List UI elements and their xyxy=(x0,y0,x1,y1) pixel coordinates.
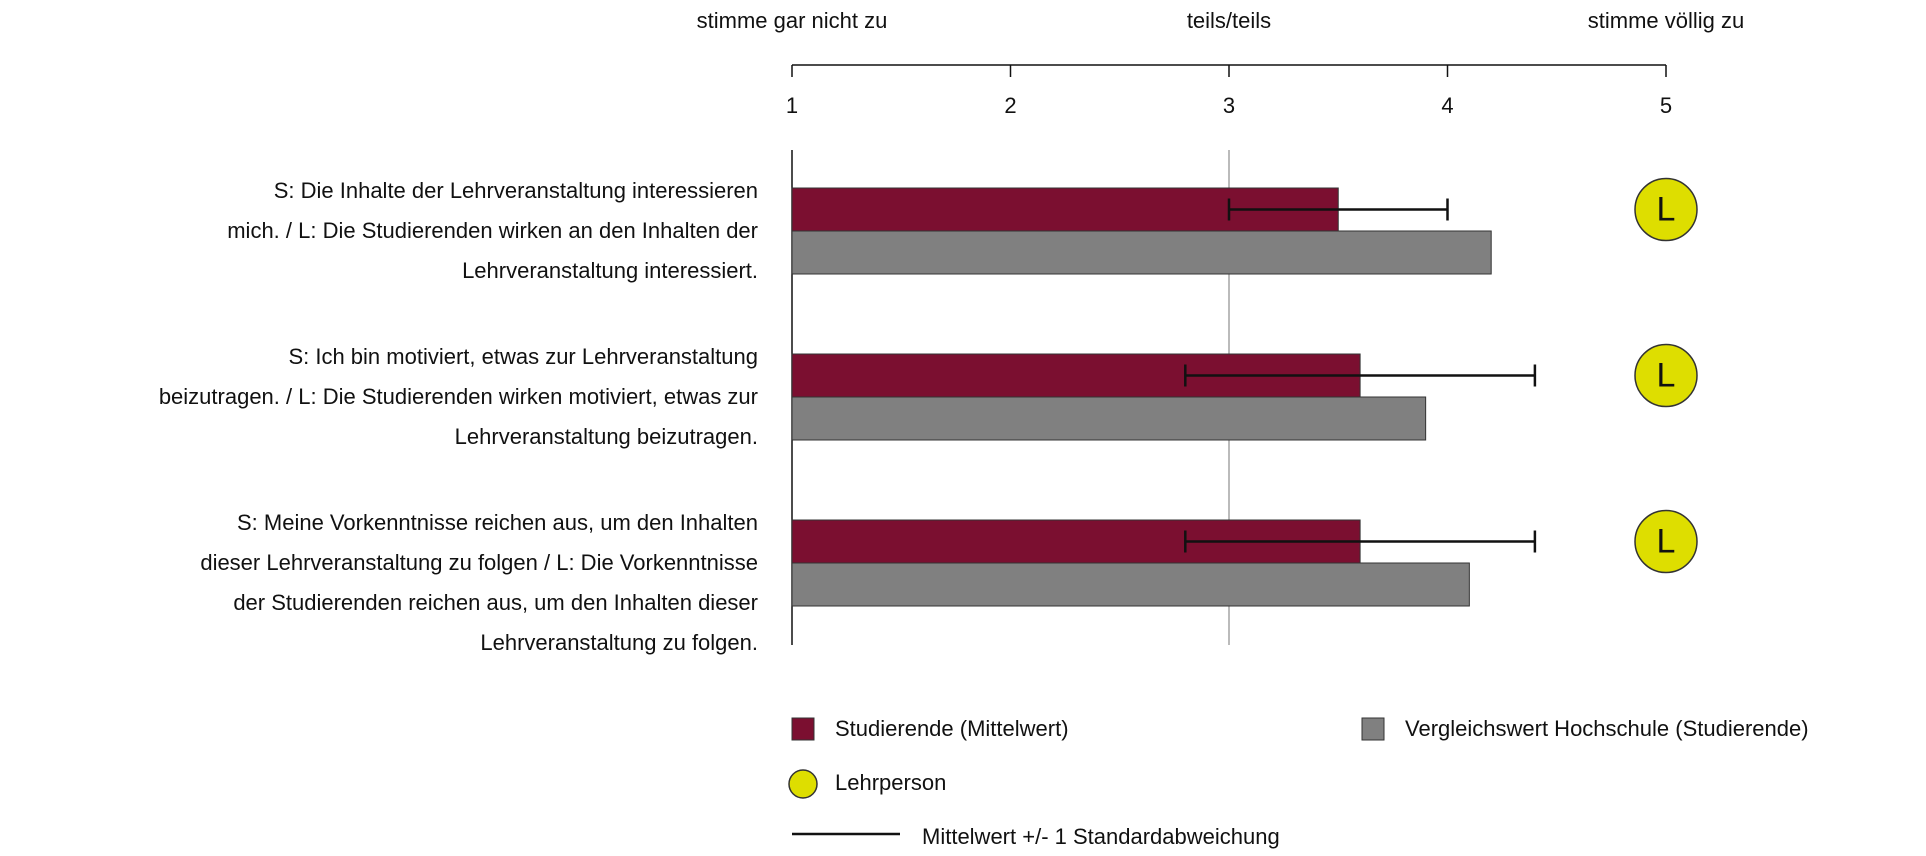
category-label: beizutragen. / L: Die Studierenden wirke… xyxy=(159,384,758,409)
legend-label: Studierende (Mittelwert) xyxy=(835,716,1069,741)
marker xyxy=(1634,343,1698,408)
x-tick-label: 3 xyxy=(1223,93,1235,118)
category-label: S: Die Inhalte der Lehrveranstaltung int… xyxy=(274,178,758,203)
marker xyxy=(1634,509,1698,574)
category-label: S: Meine Vorkenntnisse reichen aus, um d… xyxy=(237,510,758,535)
category-label: Lehrveranstaltung zu folgen. xyxy=(480,630,758,655)
category-label: dieser Lehrveranstaltung zu folgen / L: … xyxy=(200,550,758,575)
bar xyxy=(791,562,1470,607)
marker xyxy=(1634,177,1698,242)
scale-label: stimme gar nicht zu xyxy=(697,8,888,33)
marker-label: L xyxy=(1657,522,1676,560)
bar xyxy=(791,396,1427,441)
category-label: der Studierenden reichen aus, um den Inh… xyxy=(233,590,758,615)
x-tick-label: 1 xyxy=(786,93,798,118)
category-label: mich. / L: Die Studierenden wirken an de… xyxy=(227,218,758,243)
x-tick-label: 4 xyxy=(1441,93,1453,118)
category-label: Lehrveranstaltung interessiert. xyxy=(462,258,758,283)
scale-label: teils/teils xyxy=(1187,8,1271,33)
legend-label: Mittelwert +/- 1 Standardabweichung xyxy=(922,824,1280,849)
legend-swatch xyxy=(1361,717,1385,741)
bar xyxy=(791,230,1492,275)
x-tick-label: 5 xyxy=(1660,93,1672,118)
legend-label: Lehrperson xyxy=(835,770,946,795)
category-label: S: Ich bin motiviert, etwas zur Lehrvera… xyxy=(288,344,758,369)
x-tick-label: 2 xyxy=(1004,93,1016,118)
legend-swatch xyxy=(791,717,815,741)
marker-label: L xyxy=(1657,190,1676,228)
legend-label: Vergleichswert Hochschule (Studierende) xyxy=(1405,716,1809,741)
legend-swatch xyxy=(788,769,818,799)
category-label: Lehrveranstaltung beizutragen. xyxy=(455,424,758,449)
scale-label: stimme völlig zu xyxy=(1588,8,1744,33)
marker-label: L xyxy=(1657,356,1676,394)
